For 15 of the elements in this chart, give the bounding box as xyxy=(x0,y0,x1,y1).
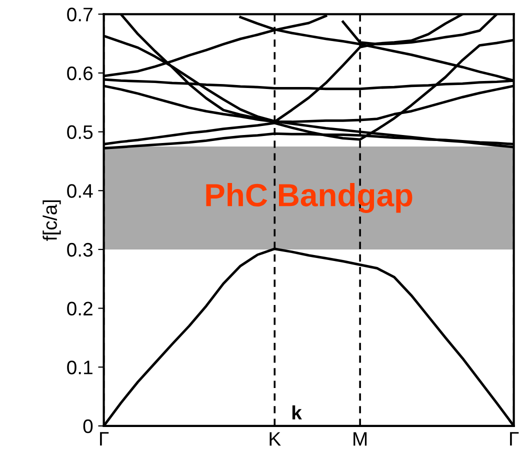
y-tick-label: 0.2 xyxy=(67,302,92,316)
y-tick-label: 0.1 xyxy=(67,360,92,374)
x-tick-label: Γ xyxy=(100,432,109,446)
y-tick-label: 0.7 xyxy=(67,8,92,22)
x-tick-label: M xyxy=(354,432,367,446)
y-tick-label: 0.5 xyxy=(67,125,93,140)
y-axis-title: f[c/a] xyxy=(42,200,61,241)
x-axis-title: k xyxy=(292,405,302,420)
x-tick-label: Γ xyxy=(510,432,519,446)
y-tick-label: 0 xyxy=(83,419,93,434)
y-tick-label: 0.6 xyxy=(67,66,93,80)
x-tick-label: K xyxy=(270,432,281,446)
band-label: PhC Bandgap xyxy=(206,183,412,213)
y-tick-label: 0.4 xyxy=(67,184,93,198)
y-tick-label: 0.3 xyxy=(67,242,93,257)
